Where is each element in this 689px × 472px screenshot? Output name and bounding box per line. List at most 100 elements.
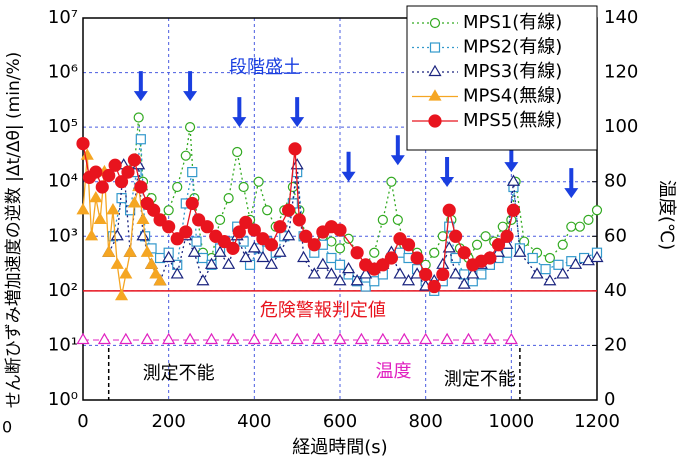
marker <box>410 251 424 265</box>
marker <box>223 193 234 204</box>
x-tick-label: 1000 <box>488 411 534 432</box>
y2-tick-label: 80 <box>604 171 627 192</box>
marker <box>297 250 311 263</box>
marker <box>187 245 201 257</box>
marker <box>334 243 346 254</box>
marker <box>192 213 206 227</box>
y-tick-label: 10⁰ <box>48 389 78 410</box>
marker <box>222 257 236 269</box>
marker <box>144 257 159 269</box>
marker <box>376 258 390 272</box>
marker <box>76 203 90 215</box>
marker <box>429 247 440 258</box>
marker <box>262 205 273 216</box>
stage-arrow <box>504 142 519 173</box>
marker <box>119 332 133 345</box>
marker <box>471 239 483 250</box>
marker <box>121 165 135 179</box>
marker <box>290 158 304 170</box>
marker <box>360 281 371 292</box>
marker <box>135 134 146 145</box>
marker <box>506 174 521 186</box>
marker <box>153 274 167 286</box>
marker <box>590 250 604 263</box>
marker <box>217 234 231 249</box>
marker <box>591 205 603 216</box>
temperature-label: 温度 <box>376 361 412 382</box>
marker <box>153 213 167 227</box>
y-tick-label: 10¹ <box>48 334 78 355</box>
legend-label: MPS1(有線) <box>463 12 562 33</box>
threshold-label: 危険警報判定値 <box>260 300 386 321</box>
marker <box>569 257 583 269</box>
marker <box>506 203 521 217</box>
marker <box>393 267 407 279</box>
marker <box>183 332 197 345</box>
marker <box>436 257 450 269</box>
marker <box>480 231 491 242</box>
marker <box>114 175 129 189</box>
y2-tick-label: 100 <box>604 116 638 137</box>
legend-marker <box>429 17 441 29</box>
marker <box>376 332 390 345</box>
marker <box>553 259 564 270</box>
marker <box>483 251 497 265</box>
marker <box>115 288 129 301</box>
x-tick-label: 800 <box>408 411 442 432</box>
marker <box>504 332 518 345</box>
marker <box>76 332 90 345</box>
marker <box>333 274 347 286</box>
marker <box>170 267 184 279</box>
marker <box>110 257 124 269</box>
marker <box>290 332 304 345</box>
marker <box>377 214 388 225</box>
marker <box>179 225 193 239</box>
marker <box>566 221 577 232</box>
y2-tick-label: 120 <box>604 62 638 83</box>
marker <box>583 214 594 225</box>
y-tick-label: 10² <box>48 280 78 301</box>
marker <box>574 221 585 232</box>
marker <box>449 229 463 243</box>
marker <box>102 168 116 183</box>
marker <box>127 153 141 167</box>
marker <box>316 257 330 269</box>
marker <box>191 236 202 247</box>
marker <box>350 274 364 286</box>
marker <box>133 112 144 123</box>
marker <box>89 190 103 203</box>
marker <box>333 332 347 345</box>
y-tick-label: 10³ <box>48 225 78 246</box>
marker <box>149 267 163 279</box>
stage-arrow <box>232 97 247 128</box>
arrows-label: 段階盛土 <box>229 57 301 78</box>
marker <box>440 332 454 345</box>
marker <box>307 238 321 252</box>
marker <box>170 232 184 246</box>
marker <box>342 261 356 274</box>
marker <box>287 181 298 193</box>
marker <box>247 241 261 253</box>
marker <box>312 332 326 345</box>
marker <box>119 267 133 279</box>
marker <box>196 274 210 286</box>
marker <box>247 223 261 237</box>
marker <box>213 245 227 257</box>
marker <box>204 332 219 345</box>
marker <box>247 332 261 345</box>
marker <box>197 252 209 264</box>
marker <box>256 250 270 263</box>
marker <box>238 236 249 247</box>
marker <box>282 229 296 241</box>
y-tick-label: 10⁴ <box>48 171 78 192</box>
marker <box>89 165 103 179</box>
marker <box>85 229 99 241</box>
unmeasurable-label: 測定不能 <box>444 369 516 390</box>
stage-arrow <box>341 151 356 182</box>
marker <box>581 253 595 266</box>
legend-label: MPS4(無線) <box>463 86 562 107</box>
marker <box>239 215 253 229</box>
marker <box>427 279 441 294</box>
x-tick-label: 0 <box>77 411 88 432</box>
marker <box>253 176 264 187</box>
